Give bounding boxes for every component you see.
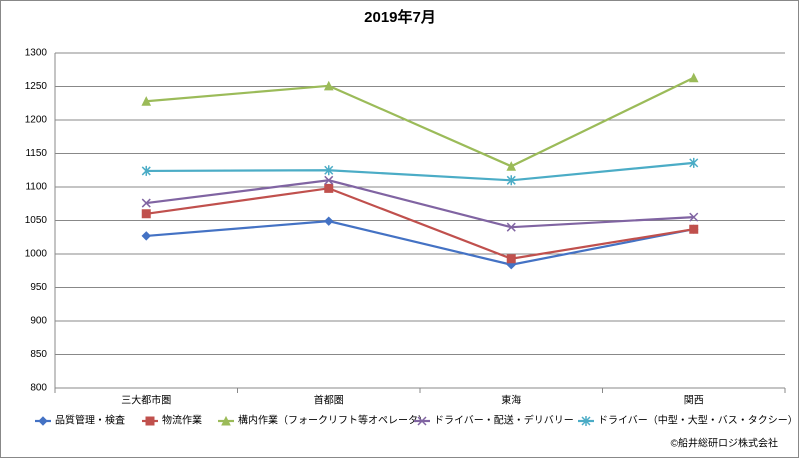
marker: [417, 416, 427, 426]
x-tick-label: 関西: [684, 395, 704, 407]
y-tick-label: 850: [30, 349, 47, 360]
marker: [506, 175, 516, 186]
marker: [141, 198, 151, 208]
y-tick-label: 1050: [25, 215, 48, 226]
y-tick-label: 1000: [25, 249, 48, 260]
y-tick-label: 1100: [25, 182, 47, 193]
legend-label: ドライバー（中型・大型・バス・タクシー）: [598, 414, 798, 427]
y-tick-label: 1200: [25, 115, 48, 126]
legend-label: 品質管理・検査: [55, 414, 125, 427]
y-tick-label: 900: [30, 316, 47, 327]
marker: [141, 209, 151, 219]
marker: [324, 216, 334, 226]
x-tick-label: 三大都市圏: [121, 394, 171, 407]
marker: [506, 254, 516, 264]
y-tick-label: 1150: [25, 148, 47, 159]
series-line: [146, 161, 694, 182]
marker: [506, 161, 517, 171]
marker: [141, 231, 151, 241]
y-tick-label: 800: [30, 383, 47, 394]
x-tick-label: 東海: [501, 394, 521, 407]
marker: [506, 222, 516, 232]
series-line: [146, 187, 694, 260]
y-tick-label: 1250: [25, 81, 48, 92]
marker: [689, 157, 699, 168]
series-line: [146, 179, 694, 229]
marker: [221, 415, 231, 426]
marker: [145, 416, 155, 426]
marker: [141, 165, 151, 176]
series-line: [146, 76, 695, 168]
y-tick-label: 1300: [25, 48, 48, 59]
marker: [38, 416, 48, 426]
marker: [324, 183, 334, 193]
marker: [581, 416, 591, 426]
chart-title: 2019年7月: [364, 8, 436, 26]
marker: [141, 96, 152, 106]
x-tick-label: 首都圏: [314, 394, 344, 407]
marker: [324, 175, 334, 185]
series-line: [146, 220, 694, 266]
legend-label: 物流作業: [162, 414, 202, 427]
marker: [689, 212, 699, 222]
marker: [688, 72, 699, 83]
marker: [689, 224, 699, 234]
marker: [324, 165, 334, 176]
legend-label: 構内作業（フォークリフト等オペレータ）: [238, 414, 428, 427]
y-tick-label: 950: [30, 282, 47, 293]
legend-label: ドライバー・配送・デリバリー: [434, 414, 574, 427]
marker: [323, 80, 334, 91]
footnote: ©船井総研ロジ株式会社: [671, 437, 778, 450]
